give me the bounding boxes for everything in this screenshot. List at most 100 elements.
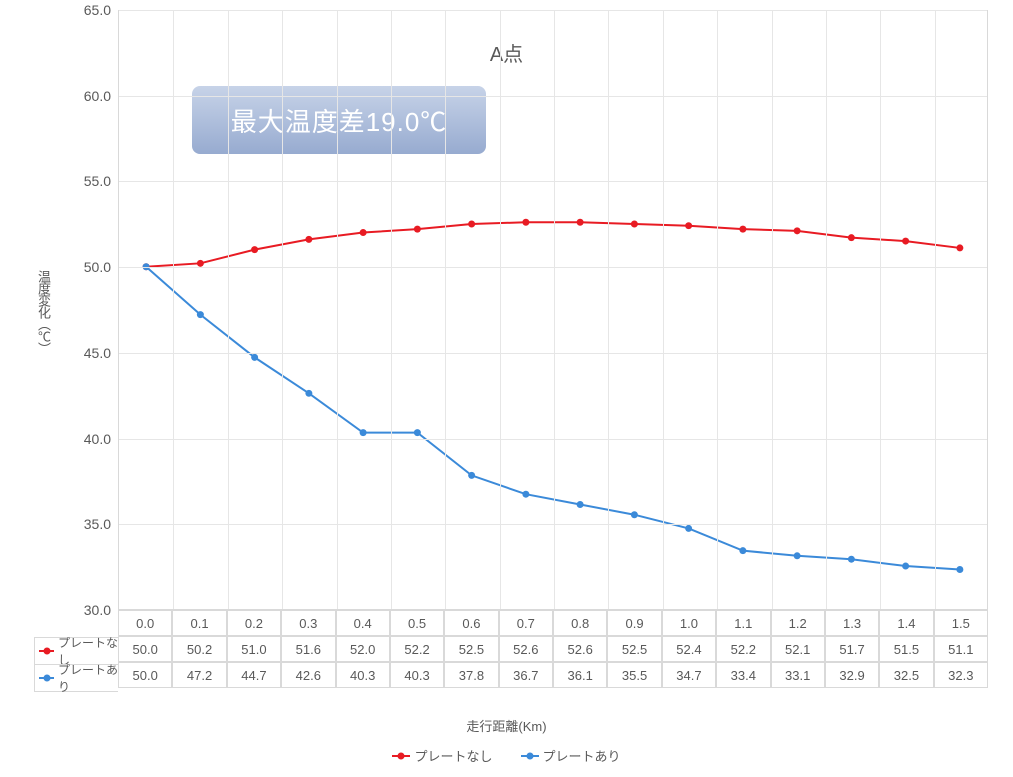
table-cell: 35.5 (607, 662, 661, 688)
table-cell: 52.5 (444, 636, 498, 662)
y-tick-label: 45.0 (84, 345, 111, 361)
table-cell: 33.1 (771, 662, 825, 688)
legend-label: プレートあり (543, 746, 621, 765)
data-point (685, 525, 692, 532)
gridline-vertical (826, 10, 827, 609)
data-point (848, 234, 855, 241)
data-point (360, 229, 367, 236)
x-tick-label: 0.5 (390, 610, 444, 636)
table-cell: 32.9 (825, 662, 879, 688)
x-tick-label: 0.8 (553, 610, 607, 636)
gridline-vertical (500, 10, 501, 609)
legend-marker-icon (39, 673, 54, 683)
x-tick-label: 1.3 (825, 610, 879, 636)
gridline-horizontal (119, 524, 987, 525)
gridline-vertical (391, 10, 392, 609)
gridline-vertical (717, 10, 718, 609)
data-point (251, 246, 258, 253)
data-point (902, 563, 909, 570)
gridline-horizontal (119, 439, 987, 440)
table-cell: 52.0 (336, 636, 390, 662)
table-cell: 37.8 (444, 662, 498, 688)
table-cell: 52.4 (662, 636, 716, 662)
series-name-label: プレートあり (58, 661, 118, 695)
table-cell: 51.1 (934, 636, 988, 662)
legend-marker-icon (392, 751, 410, 761)
x-tick-label: 0.7 (499, 610, 553, 636)
table-cell: 52.1 (771, 636, 825, 662)
x-tick-label: 0.9 (607, 610, 661, 636)
table-cell: 34.7 (662, 662, 716, 688)
x-tick-label: 1.5 (934, 610, 988, 636)
gridline-vertical (337, 10, 338, 609)
y-tick-label: 50.0 (84, 259, 111, 275)
data-point (577, 501, 584, 508)
data-point (739, 226, 746, 233)
data-point (360, 429, 367, 436)
gridline-horizontal (119, 353, 987, 354)
gridline-vertical (880, 10, 881, 609)
x-tick-label: 1.2 (771, 610, 825, 636)
gridline-vertical (554, 10, 555, 609)
table-header-row: 0.00.10.20.30.40.50.60.70.80.91.01.11.21… (118, 610, 988, 636)
data-point (902, 238, 909, 245)
data-point (468, 472, 475, 479)
y-tick-label: 55.0 (84, 173, 111, 189)
legend-label: プレートなし (414, 746, 492, 765)
gridline-vertical (173, 10, 174, 609)
x-tick-label: 0.4 (336, 610, 390, 636)
x-tick-label: 0.2 (227, 610, 281, 636)
gridline-vertical (445, 10, 446, 609)
x-tick-label: 0.3 (281, 610, 335, 636)
table-cell: 47.2 (172, 662, 226, 688)
series-line (146, 222, 960, 266)
y-tick-label: 65.0 (84, 2, 111, 18)
table-cell: 50.0 (118, 662, 172, 688)
table-cell: 40.3 (390, 662, 444, 688)
table-cell: 40.3 (336, 662, 390, 688)
table-row: 50.047.244.742.640.340.337.836.736.135.5… (118, 662, 988, 688)
data-point (685, 222, 692, 229)
row-header-cell: プレートあり (34, 664, 118, 692)
legend: プレートなし プレートあり (0, 746, 1013, 765)
data-point (956, 566, 963, 573)
legend-item: プレートなし (392, 746, 492, 765)
gridline-horizontal (119, 267, 987, 268)
chart-container: A点 最大温度差19.0℃ 温度変化（℃） 30.035.040.045.050… (0, 0, 1013, 777)
x-tick-label: 1.1 (716, 610, 770, 636)
table-cell: 52.2 (390, 636, 444, 662)
table-cell: 52.2 (716, 636, 770, 662)
gridline-vertical (228, 10, 229, 609)
table-cell: 36.1 (553, 662, 607, 688)
table-cell: 42.6 (281, 662, 335, 688)
data-point (794, 552, 801, 559)
table-row: 50.050.251.051.652.052.252.552.652.652.5… (118, 636, 988, 662)
data-point (848, 556, 855, 563)
data-point (577, 219, 584, 226)
data-point (956, 244, 963, 251)
data-table-row-headers: プレートなしプレートあり (34, 610, 118, 692)
x-tick-label: 1.0 (662, 610, 716, 636)
data-point (794, 227, 801, 234)
table-cell: 36.7 (499, 662, 553, 688)
y-axis-label: 温度変化（℃） (34, 270, 53, 354)
data-point (631, 220, 638, 227)
table-cell: 52.6 (499, 636, 553, 662)
data-point (414, 429, 421, 436)
x-axis-label: 走行距離(Km) (0, 716, 1013, 735)
data-point (468, 220, 475, 227)
table-cell: 32.3 (934, 662, 988, 688)
data-point (305, 390, 312, 397)
table-cell: 51.6 (281, 636, 335, 662)
table-cell: 32.5 (879, 662, 933, 688)
data-point (305, 236, 312, 243)
gridline-vertical (772, 10, 773, 609)
table-cell: 52.6 (553, 636, 607, 662)
gridline-vertical (935, 10, 936, 609)
table-cell: 50.2 (172, 636, 226, 662)
gridline-horizontal (119, 96, 987, 97)
plot-area: 30.035.040.045.050.055.060.065.0 (118, 10, 988, 610)
y-tick-label: 40.0 (84, 431, 111, 447)
y-tick-label: 35.0 (84, 516, 111, 532)
legend-item: プレートあり (521, 746, 621, 765)
